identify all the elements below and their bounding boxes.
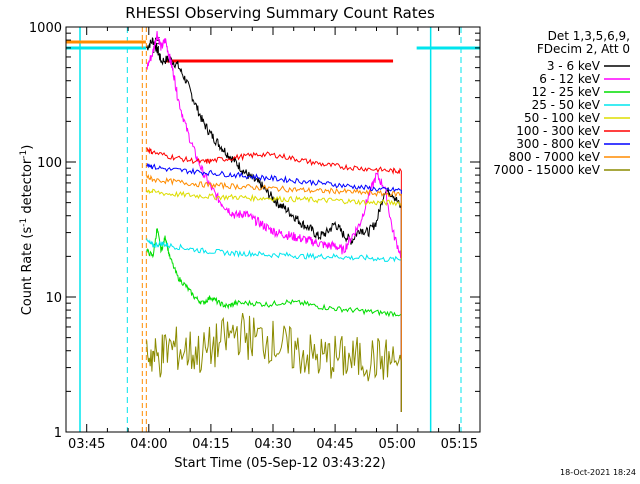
y-axis-label-sup2: -1 [19,150,29,159]
plot-area: SN [66,27,480,432]
chart-title: RHESSI Observing Summary Count Rates [125,4,435,22]
axis-ticks: 03:45 04:00 04:15 04:30 04:45 05:00 05:15 1 10 10… [29,21,481,452]
legend-label: 12 - 25 keV [532,85,601,99]
series-line-8 [146,174,402,198]
y-tick-label: 1000 [29,21,62,36]
y-axis-label-main: Count Rate (s [20,227,35,316]
series-line-5 [146,188,402,207]
x-axis-label: Start Time (05-Sep-12 03:43:22) [174,456,385,471]
y-tick-label: 10 [45,291,62,306]
series-line-1 [146,36,402,245]
x-tick-label: 04:00 [130,437,167,452]
y-tick-label: 1 [54,426,62,441]
legend-label: 6 - 12 keV [539,72,601,86]
y-axis-label-mid: detector [20,158,35,218]
x-tick-label: 05:00 [378,437,415,452]
legend-label: 25 - 50 keV [532,98,601,112]
series-line-3 [146,228,402,318]
legend-label: 3 - 6 keV [547,59,601,73]
legend-label: 50 - 100 keV [524,111,601,125]
x-tick-label: 04:30 [254,437,291,452]
footer-date: 18-Oct-2021 18:24 [560,468,636,477]
y-tick-label: 100 [37,156,62,171]
legend-label: 300 - 800 keV [516,137,600,151]
y-axis-label: Count Rate (s-1 detector-1) [19,145,35,316]
y-axis-label-end: ) [20,145,35,150]
x-tick-label: 05:15 [441,437,478,452]
series-line-4 [146,238,402,263]
legend-label: 800 - 7000 keV [509,150,601,164]
legend-header-line-1: Det 1,3,5,6,9, [548,29,630,43]
x-tick-label: 04:45 [316,437,353,452]
series-line-6 [146,146,402,175]
x-tick-label: 04:15 [192,437,229,452]
x-tick-label: 03:45 [68,437,105,452]
legend-label: 100 - 300 keV [516,124,600,138]
legend-label: 7000 - 15000 keV [493,163,600,177]
legend-header-line-2: FDecim 2, Att 0 [537,42,630,56]
series-line-9 [146,313,402,382]
y-axis-label-sup1: -1 [19,218,29,227]
saa-flag-label: S [154,36,160,47]
series-line-2 [146,31,402,259]
